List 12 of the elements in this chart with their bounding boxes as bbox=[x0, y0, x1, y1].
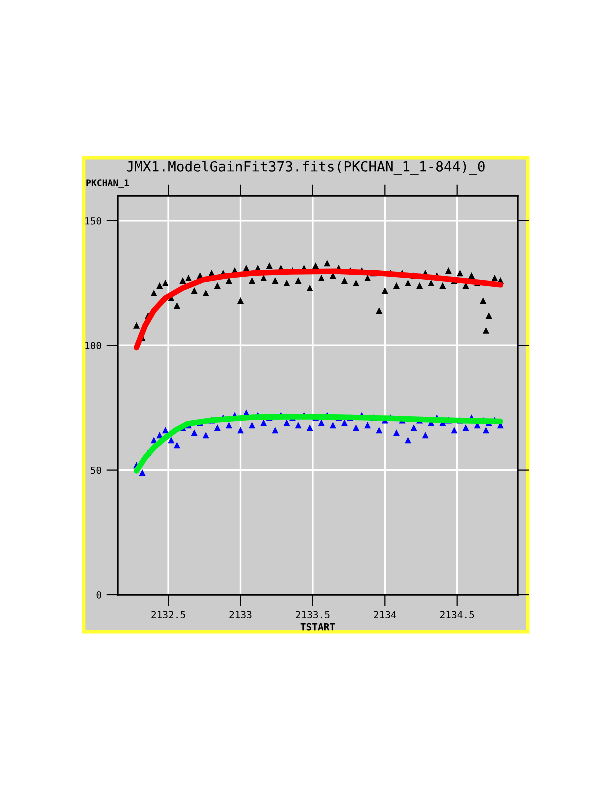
x-tick-label: 2134 bbox=[374, 611, 396, 619]
y-axis-title: PKCHAN_1 bbox=[86, 180, 130, 188]
x-tick-label: 2133 bbox=[230, 611, 252, 619]
x-tick-label: 2134.5 bbox=[440, 611, 474, 619]
y-tick-label: 50 bbox=[91, 466, 102, 474]
y-tick-label: 100 bbox=[86, 342, 102, 350]
y-tick-label: 150 bbox=[86, 217, 102, 225]
y-tick-label: 0 bbox=[96, 592, 102, 599]
x-axis-title: TSTART bbox=[300, 623, 336, 631]
x-tick-label: 2133.5 bbox=[296, 611, 330, 619]
x-tick-label: 2132.5 bbox=[152, 611, 186, 619]
chart-title: JMX1.ModelGainFit373.fits(PKCHAN_1_1-844)_0 bbox=[126, 161, 485, 175]
